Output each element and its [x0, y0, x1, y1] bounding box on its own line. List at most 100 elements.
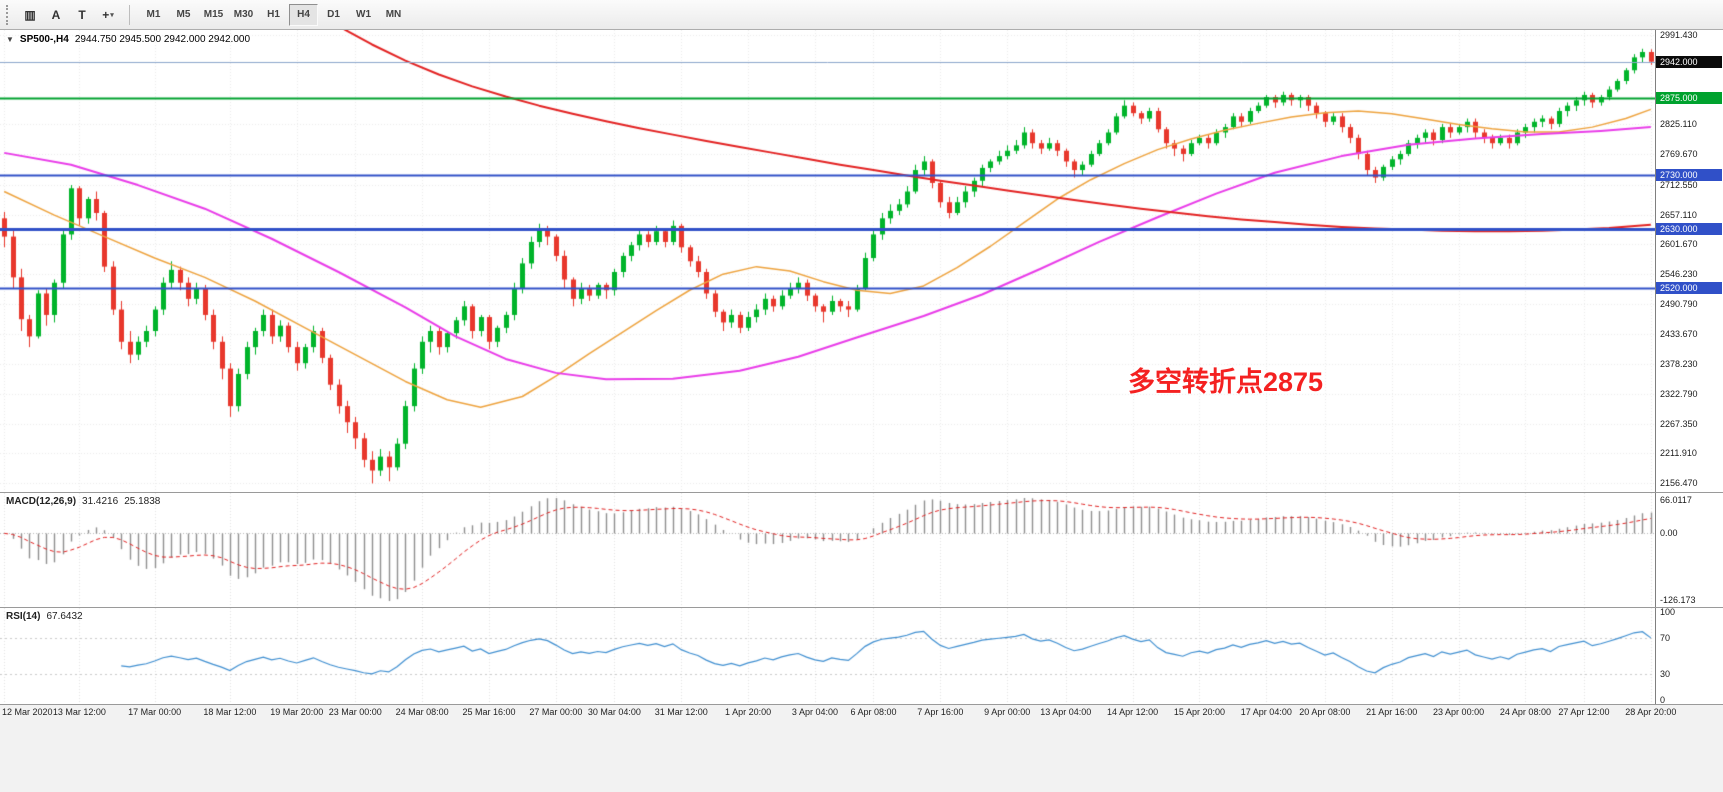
chart-annotation-text[interactable]: 多空转折点2875 [1128, 367, 1324, 397]
price-axis-label: 2211.910 [1660, 448, 1697, 459]
crosshair-tool-button[interactable]: + ▾ [96, 3, 120, 27]
type-tool-icon: T [78, 7, 86, 22]
time-axis-label: 24 Mar 08:00 [395, 707, 449, 717]
time-axis-label: 25 Mar 16:00 [462, 707, 516, 717]
timeframe-button-m1[interactable]: M1 [146, 9, 161, 20]
time-axis-label: 18 Mar 12:00 [203, 707, 257, 717]
type-tool-button[interactable]: T [70, 3, 94, 27]
price-axis-label: 2712.550 [1660, 179, 1698, 190]
panel-separator[interactable] [0, 492, 1723, 493]
price-label-hline-blue: 2520.000 [1656, 282, 1722, 295]
text-tool-icon: A [51, 7, 61, 22]
price-axis-label: 2322.790 [1660, 388, 1698, 399]
timeframe-button-h1[interactable]: H1 [267, 9, 280, 20]
time-axis-label: 27 Apr 12:00 [1558, 707, 1610, 717]
price-axis-label: 2433.670 [1660, 329, 1698, 340]
chart-symbol-timeframe: SP500-,H4 [19, 34, 69, 45]
macd-signal-value: 25.1838 [124, 496, 161, 507]
time-axis-label: 13 Apr 04:00 [1040, 707, 1092, 717]
timeframe-button-h4[interactable]: H4 [289, 3, 318, 26]
price-axis-label: 2601.670 [1660, 239, 1698, 250]
macd-name: MACD(12,26,9) [6, 496, 77, 507]
time-axis-label: 9 Apr 00:00 [984, 707, 1031, 717]
time-axis-label: 13 Mar 12:00 [52, 707, 106, 717]
crosshair-tool-icon: + [102, 7, 110, 22]
chart-ohlc-quote: 2944.750 2945.500 2942.000 2942.000 [74, 34, 251, 45]
price-label-hline-blue: 2730.000 [1656, 169, 1722, 182]
charts-list-button[interactable]: ▥ [18, 3, 42, 27]
macd-axis[interactable]: 66.0117 0.00 -126.173 [1655, 493, 1723, 607]
timeframe-group: M1 M5 M15 M30 H1 H4 D1 W1 MN [139, 3, 408, 26]
window-background [0, 721, 1723, 792]
timeframe-button-mn[interactable]: MN [385, 9, 402, 20]
time-axis-label: 20 Apr 08:00 [1299, 707, 1351, 717]
time-axis-label: 23 Mar 00:00 [328, 707, 382, 717]
time-axis-label: 27 Mar 00:00 [529, 707, 583, 717]
time-axis-label: 24 Apr 08:00 [1499, 707, 1551, 717]
macd-axis-max: 66.0117 [1660, 495, 1692, 505]
rsi-axis-label: 30 [1660, 669, 1671, 679]
time-axis-label: 17 Mar 00:00 [128, 707, 182, 717]
macd-canvas[interactable] [0, 493, 1655, 607]
toolbar: ▥ A T + ▾ M1 M5 M15 M30 H1 H4 D1 W1 MN [0, 0, 1723, 30]
price-axis-label: 2267.350 [1660, 418, 1698, 429]
price-axis-label: 2546.230 [1660, 269, 1698, 280]
time-axis-label: 19 Mar 20:00 [270, 707, 324, 717]
rsi-panel: RSI(14) 67.6432 100 70 30 0 [0, 608, 1723, 704]
timeframe-button-m5[interactable]: M5 [176, 9, 191, 20]
timeframe-button-w1[interactable]: W1 [356, 9, 371, 20]
price-axis-label: 2825.110 [1660, 119, 1697, 130]
price-label-hline-green: 2875.000 [1656, 91, 1722, 104]
chart-title: ▼ SP500-,H4 2944.750 2945.500 2942.000 2… [6, 34, 250, 45]
toolbar-grip[interactable] [6, 4, 11, 25]
rsi-axis-label: 70 [1660, 633, 1671, 643]
panel-separator[interactable] [0, 704, 1723, 705]
macd-panel: MACD(12,26,9) 31.4216 25.1838 66.0117 0.0… [0, 493, 1723, 607]
time-axis-label: 30 Mar 04:00 [587, 707, 641, 717]
rsi-indicator-label: RSI(14) 67.6432 [6, 611, 83, 622]
timeframe-button-m15[interactable]: M15 [203, 9, 224, 20]
text-tool-button[interactable]: A [44, 3, 68, 27]
time-axis-label: 7 Apr 16:00 [917, 707, 964, 717]
time-axis[interactable]: 12 Mar 2020 13 Mar 12:00 17 Mar 00:00 18 Ma… [0, 705, 1723, 721]
price-label-current-price: 2942.000 [1656, 55, 1722, 68]
toolbar-separator [129, 4, 130, 25]
rsi-value: 67.6432 [46, 611, 83, 622]
time-axis-label: 23 Apr 00:00 [1433, 707, 1485, 717]
time-axis-label: 3 Apr 04:00 [791, 707, 838, 717]
time-axis-label: 6 Apr 08:00 [850, 707, 897, 717]
macd-axis-zero: 0.00 [1660, 528, 1678, 539]
rsi-canvas[interactable] [0, 608, 1655, 704]
price-axis[interactable]: 2991.430 2825.110 2769.670 2712.550 2657.110… [1655, 30, 1723, 492]
charts-list-icon: ▥ [24, 7, 36, 22]
macd-indicator-label: MACD(12,26,9) 31.4216 25.1838 [6, 496, 160, 507]
timeframe-button-m30[interactable]: M30 [233, 9, 254, 20]
tool-button-group: ▥ A T + ▾ [18, 3, 120, 27]
price-axis-label: 2769.670 [1660, 149, 1698, 160]
rsi-axis-label: 100 [1660, 608, 1676, 617]
one-click-trading-toggle-icon[interactable]: ▼ [6, 35, 14, 44]
price-axis-label: 2991.430 [1660, 30, 1698, 41]
main-chart-panel: ▼ SP500-,H4 2944.750 2945.500 2942.000 2… [0, 30, 1723, 492]
price-axis-label: 2156.470 [1660, 478, 1698, 489]
panel-separator[interactable] [0, 607, 1723, 608]
price-axis-label: 2378.230 [1660, 359, 1698, 370]
time-axis-label: 17 Apr 04:00 [1240, 707, 1292, 717]
time-axis-label: 12 Mar 2020 [2, 707, 53, 717]
rsi-axis[interactable]: 100 70 30 0 [1655, 608, 1723, 704]
chevron-down-icon: ▾ [110, 11, 114, 19]
rsi-axis-label: 0 [1660, 695, 1666, 704]
time-axis-label: 28 Apr 20:00 [1625, 707, 1677, 717]
time-axis-label: 21 Apr 16:00 [1366, 707, 1418, 717]
price-axis-label: 2657.110 [1660, 209, 1697, 220]
macd-axis-min: -126.173 [1660, 595, 1696, 605]
rsi-name: RSI(14) [6, 611, 41, 622]
price-axis-label: 2490.790 [1660, 298, 1698, 309]
timeframe-button-d1[interactable]: D1 [327, 9, 340, 20]
time-axis-label: 15 Apr 20:00 [1173, 707, 1225, 717]
time-axis-label: 31 Mar 12:00 [654, 707, 708, 717]
time-axis-label: 14 Apr 12:00 [1107, 707, 1159, 717]
price-label-hline-blue: 2630.000 [1656, 223, 1722, 236]
main-chart-canvas[interactable] [0, 30, 1655, 492]
